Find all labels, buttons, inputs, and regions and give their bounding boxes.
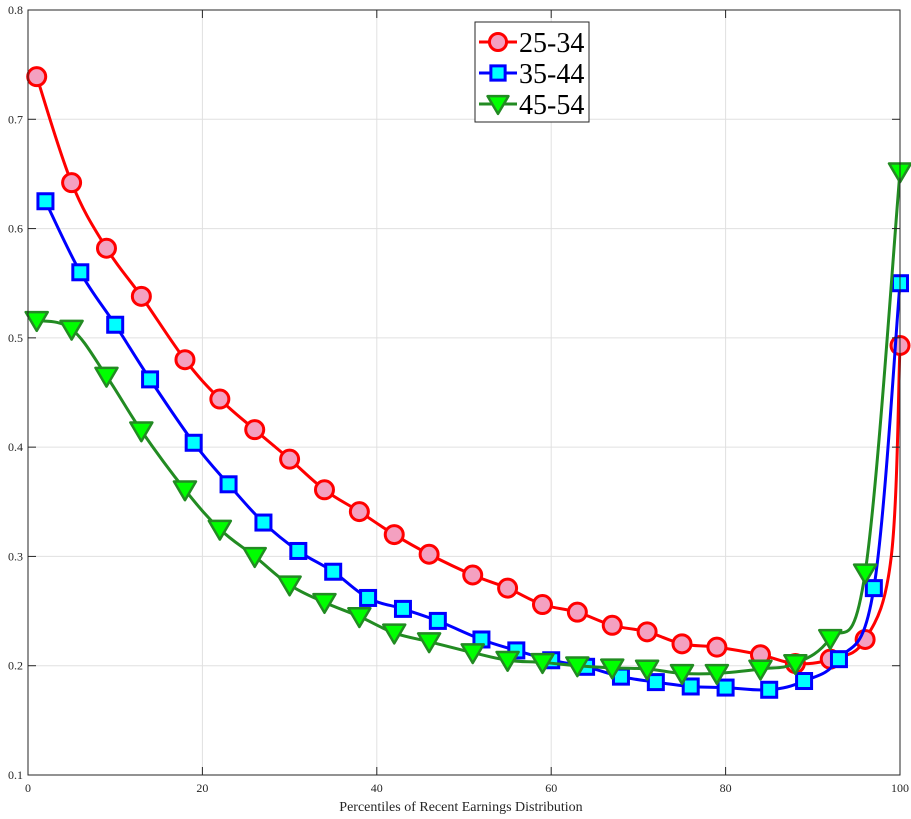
legend-item-45-54: 45-54 bbox=[479, 90, 584, 121]
x-axis-label: Percentiles of Recent Earnings Distribut… bbox=[339, 800, 582, 815]
circle-marker bbox=[61, 172, 83, 194]
circle-marker bbox=[26, 66, 48, 88]
y-tick-label: 0.6 bbox=[8, 222, 23, 236]
square-marker bbox=[324, 562, 343, 581]
triangle-marker bbox=[669, 663, 695, 686]
circle-marker bbox=[130, 285, 152, 307]
triangle-marker bbox=[783, 654, 808, 676]
triangle-marker bbox=[565, 656, 590, 678]
circle-marker bbox=[487, 31, 509, 53]
square-marker bbox=[646, 673, 665, 692]
square-marker bbox=[219, 475, 238, 494]
square-marker bbox=[106, 315, 125, 334]
triangle-marker bbox=[172, 480, 198, 502]
circle-marker bbox=[671, 633, 693, 655]
triangle-marker bbox=[277, 575, 302, 597]
plot-frame bbox=[27, 9, 901, 776]
legend-label: 45-54 bbox=[519, 90, 584, 121]
square-marker bbox=[359, 588, 378, 607]
square-marker bbox=[428, 611, 447, 630]
triangle-marker bbox=[416, 632, 442, 654]
square-marker bbox=[36, 192, 55, 211]
circle-marker bbox=[348, 501, 370, 523]
circle-marker bbox=[601, 614, 623, 636]
y-tick-label: 0.5 bbox=[8, 331, 23, 345]
x-tick-label: 80 bbox=[720, 781, 732, 795]
circle-marker bbox=[636, 621, 658, 643]
triangle-marker bbox=[460, 643, 485, 665]
legend-item-35-44: 35-44 bbox=[479, 59, 584, 90]
y-tick-label: 0.7 bbox=[8, 112, 23, 126]
triangle-marker bbox=[530, 652, 555, 675]
triangle-marker bbox=[312, 592, 337, 615]
axis-ticks: 0 20 40 60 80 100 0.1 0.2 0.3 0.4 0.5 0.6 0.7 0.8 bbox=[8, 3, 909, 795]
square-marker bbox=[393, 599, 412, 618]
circle-marker bbox=[383, 524, 405, 546]
y-tick-label: 0.4 bbox=[8, 440, 23, 454]
triangle-marker bbox=[242, 546, 267, 569]
square-marker bbox=[141, 370, 160, 389]
square-marker bbox=[760, 680, 779, 699]
series-45-54 bbox=[24, 162, 911, 686]
square-marker bbox=[795, 672, 814, 691]
triangle-marker bbox=[852, 563, 878, 585]
triangle-marker bbox=[599, 658, 625, 680]
x-tick-label: 40 bbox=[371, 781, 383, 795]
triangle-marker bbox=[748, 659, 773, 681]
triangle-marker bbox=[24, 310, 49, 333]
circle-marker bbox=[279, 448, 301, 470]
series-layer bbox=[24, 66, 911, 699]
triangle-marker bbox=[704, 663, 730, 686]
circle-marker bbox=[244, 419, 266, 441]
square-marker bbox=[716, 678, 735, 697]
triangle-marker bbox=[347, 607, 372, 629]
x-tick-label: 60 bbox=[545, 781, 557, 795]
square-marker bbox=[71, 263, 90, 282]
legend-label: 35-44 bbox=[519, 59, 584, 90]
triangle-marker bbox=[495, 650, 520, 672]
legend-label: 25-34 bbox=[519, 28, 584, 59]
circle-marker bbox=[462, 564, 484, 586]
x-tick-label: 20 bbox=[196, 781, 208, 795]
square-marker bbox=[254, 513, 273, 532]
y-tick-label: 0.1 bbox=[8, 768, 23, 782]
square-marker bbox=[864, 579, 883, 598]
circle-marker bbox=[418, 543, 440, 565]
circle-marker bbox=[174, 349, 196, 371]
triangle-marker bbox=[634, 659, 660, 681]
square-marker bbox=[289, 541, 308, 560]
circle-marker bbox=[313, 479, 335, 501]
y-tick-label: 0.3 bbox=[8, 549, 23, 563]
square-marker bbox=[829, 650, 848, 669]
square-marker bbox=[489, 64, 507, 82]
triangle-marker bbox=[94, 366, 119, 388]
circle-marker bbox=[209, 388, 231, 410]
circle-marker bbox=[566, 601, 588, 623]
circle-marker bbox=[706, 636, 728, 658]
circle-marker bbox=[531, 594, 553, 616]
y-tick-label: 0.8 bbox=[8, 3, 23, 17]
triangle-marker bbox=[486, 94, 510, 116]
triangle-marker bbox=[381, 623, 407, 645]
triangle-marker bbox=[59, 319, 84, 341]
triangle-marker bbox=[817, 628, 843, 651]
circle-marker bbox=[497, 577, 519, 599]
triangle-marker bbox=[207, 519, 233, 541]
y-tick-label: 0.2 bbox=[8, 659, 23, 673]
circle-marker bbox=[95, 237, 117, 259]
square-marker bbox=[184, 433, 203, 452]
x-tick-label: 100 bbox=[891, 781, 909, 795]
square-marker bbox=[681, 677, 700, 696]
triangle-marker bbox=[129, 421, 154, 443]
x-tick-label: 0 bbox=[25, 781, 31, 795]
legend-item-25-34: 25-34 bbox=[479, 28, 584, 59]
